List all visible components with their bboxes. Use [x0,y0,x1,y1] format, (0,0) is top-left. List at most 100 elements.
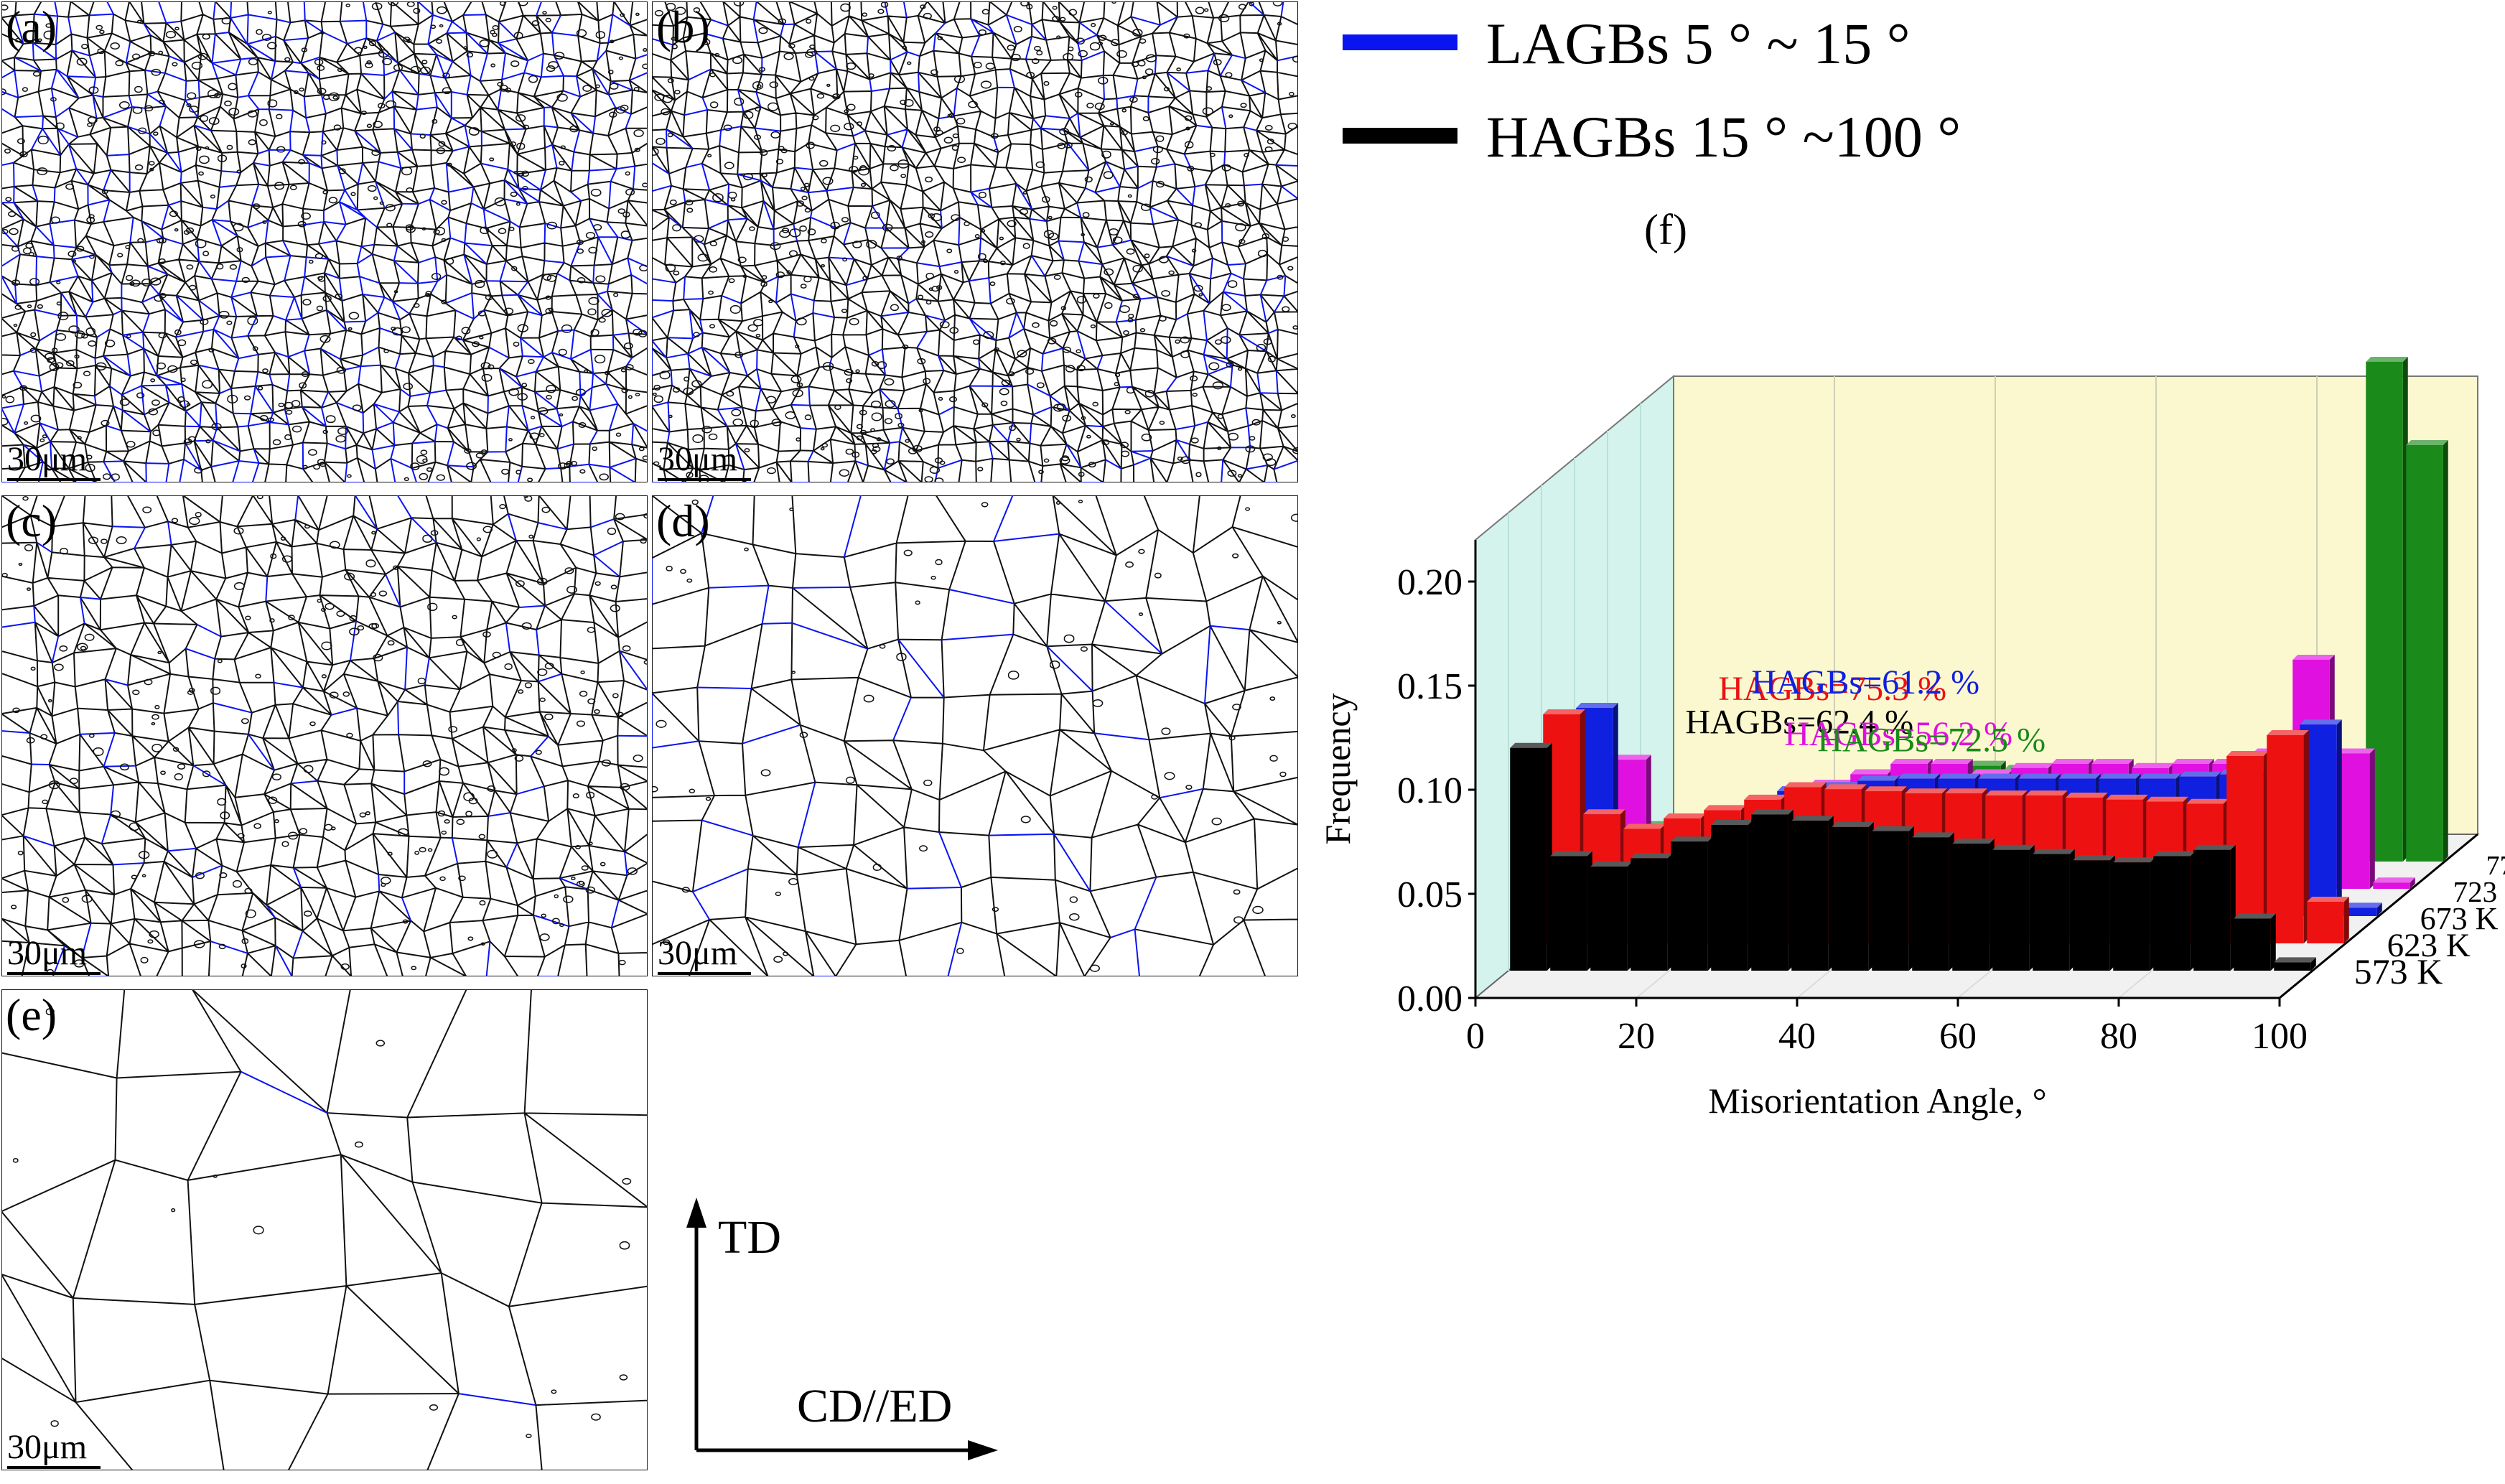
bar-side [2443,440,2448,862]
bar-top [1971,769,2013,775]
x-tick-label: 60 [1939,1016,1977,1057]
bar-573K-12 [1992,844,2035,971]
ebsd-map-c: (c) 30μm [1,495,648,976]
bar-side [2376,902,2382,916]
bar-top [1711,820,1753,825]
bar-top [2193,844,2236,850]
small-grains [12,1008,632,1439]
bar-front [2234,918,2271,971]
bar-top [2307,897,2349,902]
bar-top [2274,957,2316,963]
bar-top [1850,769,1893,775]
bar-front [2073,860,2110,971]
bar-side [2310,957,2316,971]
bar-573K-15 [2113,857,2155,971]
cd-arrow-head-icon [968,1440,998,1460]
bar-623K-18 [2267,730,2309,943]
bar-573K-13 [2033,849,2075,971]
bar-top [2406,440,2448,445]
hagb-boundaries [1,1,648,482]
row-label: 723 K [2453,875,2505,908]
bar-top [1890,759,1933,764]
row-label: 773 K [2486,851,2505,881]
bar-top [1905,788,1947,794]
bar-top [2025,790,2068,796]
bar-front [1952,844,1989,971]
chart-bars [1510,357,2448,971]
y-axis-title: Frequency [1317,693,1358,844]
misorientation-chart: 0.00 0.05 0.10 0.15 0.20 0 20 40 60 80 100 Misorien… [1317,206,2505,1121]
bar-573K-2 [1590,862,1633,971]
bar-573K-8 [1832,821,1874,971]
bar-top [1550,851,1592,857]
td-arrow-head-icon [686,1198,706,1228]
bar-top [2058,773,2101,779]
row-label: 673 K [2420,901,2499,936]
bar-top [1543,709,1585,714]
bar-top [2340,902,2382,908]
bar-top [1898,773,1940,779]
hagb-annotation: HAGBs=56.2 % [1784,715,2012,753]
scale-bar-c: 30μm [7,936,101,975]
bar-top [1510,742,1552,748]
bar-573K-17 [2193,844,2236,971]
grain-boundary-map-a [1,1,648,482]
bar-573K-4 [1671,836,1713,971]
bar-top [1912,832,1954,838]
bar-573K-1 [1550,851,1592,971]
bar-front [1510,747,1547,971]
bar-top [2234,913,2276,919]
scale-line-a [7,478,101,481]
bar-top [1931,759,1973,764]
bar-top [2300,719,2342,725]
hagb-boundaries [1,495,648,976]
bar-front [1590,867,1628,971]
scale-text-a: 30μm [7,440,88,478]
legend-text-lagb: LAGBs 5 ° ~ 15 ° [1486,11,1911,76]
panel-label-e: (e) [6,989,57,1040]
bar-top [1583,809,1625,815]
scale-line-e [7,1466,101,1469]
bar-front [1631,858,1668,971]
chart-title: (f) [1644,206,1687,253]
hagb-annotation: HAGBs=62.4 % [1685,704,1913,742]
bar-top [1938,773,1980,779]
bar-side [2343,897,2349,943]
scale-line-c [7,972,101,975]
lagb-boundaries [1,1,648,482]
bar-top [1857,775,1900,781]
hagb-boundaries [652,1,1298,482]
lagb-boundaries [652,495,1298,976]
bar-front [1912,837,1949,971]
chart-text: 0.00 0.05 0.10 0.15 0.20 0 20 40 60 80 100 Misorien… [1317,206,2505,1121]
bar-top [1832,821,1874,827]
lagb-boundaries [1,495,648,976]
scale-text-e: 30μm [7,1428,88,1466]
bar-front [1872,831,1909,971]
bar-top [1664,813,1706,818]
bar-top [2267,730,2309,735]
scale-line-b [658,478,751,481]
legend-text-hagb: HAGBs 15 ° ~100 ° [1486,104,1961,169]
bar-573K-6 [1751,809,1793,971]
td-label: TD [718,1211,781,1264]
scale-bar-b: 30μm [658,442,751,481]
grain-boundary-map-c [1,495,648,976]
bar-top [2106,794,2148,800]
cd-label: CD//ED [797,1380,952,1432]
bar-front [1832,826,1869,971]
x-tick-label: 20 [1618,1016,1655,1057]
bar-top [1964,760,2006,766]
x-tick-label: 100 [2252,1016,2308,1057]
bar-top [1985,790,2028,796]
bar-top [1945,788,1987,794]
bar-top [2373,877,2415,883]
x-axis-title: Misorientation Angle, ° [1708,1081,2046,1121]
bar-top [2292,655,2335,660]
panel-label-d: (d) [656,495,710,546]
hagb-annotation: HAGBs=61.2 % [1751,663,1979,701]
panel-label-c: (c) [6,495,57,546]
bar-top [1872,826,1914,831]
bar-side [2410,877,2415,889]
bar-top [2172,759,2214,764]
